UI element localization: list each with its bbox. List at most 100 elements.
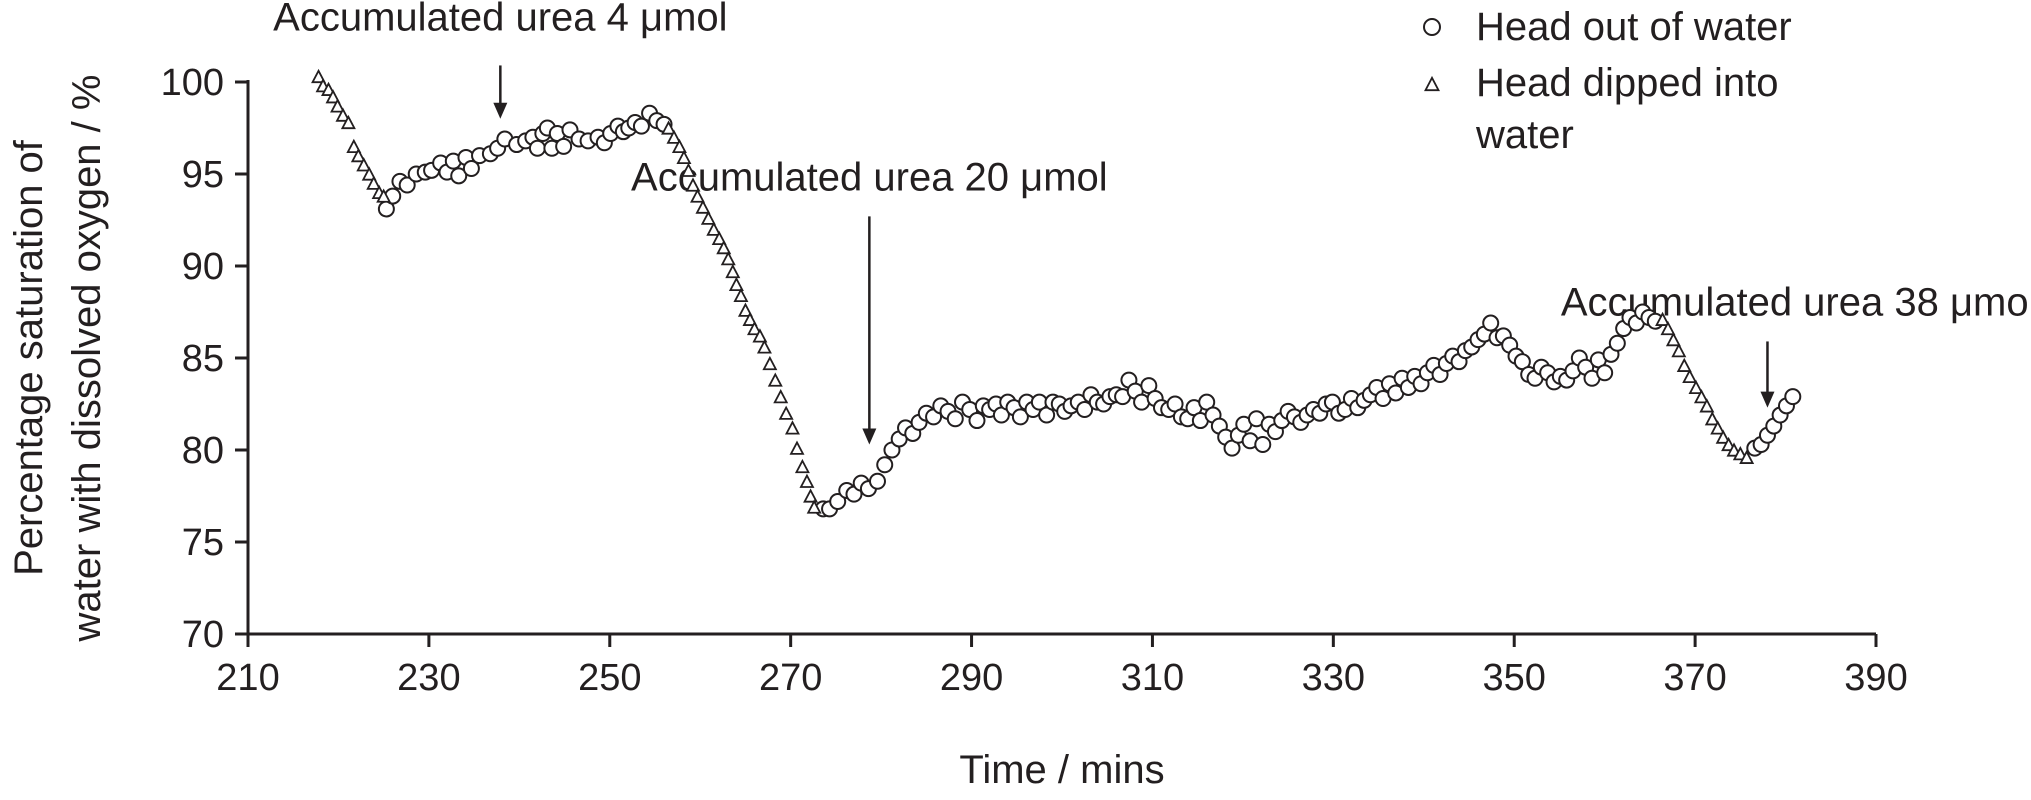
annotation-label: Accumulated urea 20 μmol (631, 156, 1108, 200)
data-point-circle (1784, 388, 1802, 406)
data-point-triangle (720, 251, 736, 266)
data-point-circle (528, 139, 546, 157)
data-point-triangle (685, 177, 701, 192)
x-tick-label: 370 (1663, 657, 1726, 699)
data-point-circle (1596, 364, 1614, 382)
data-point-triangle (789, 440, 805, 455)
data-point-triangle (1682, 368, 1698, 383)
data-point-triangle (737, 302, 753, 317)
data-point-circle (946, 410, 964, 428)
data-point-triangle (799, 473, 815, 488)
data-point-triangle (1665, 331, 1681, 347)
data-point-circle (968, 412, 986, 430)
x-tick-label: 330 (1302, 657, 1365, 699)
data-point-triangle (376, 188, 392, 203)
data-point-circle (450, 167, 468, 185)
x-tick-label: 270 (759, 657, 822, 699)
y-tick-label: 90 (182, 246, 224, 288)
x-axis-title: Time / mins (959, 748, 1164, 792)
data-point-triangle (746, 320, 762, 336)
y-tick-label: 80 (182, 430, 224, 472)
data-point-circle (1011, 408, 1029, 426)
y-tick-label: 100 (161, 62, 224, 104)
legend: Head out of water Head dipped into water (1423, 5, 1792, 157)
data-point-triangle (767, 372, 783, 387)
annotation-arrow-head (862, 428, 877, 445)
data-point-circle (1076, 401, 1094, 419)
data-point-triangle (1739, 449, 1755, 464)
data-point-triangle (762, 355, 778, 371)
data-point-triangle (794, 458, 810, 474)
legend-label: Head out of water (1476, 5, 1792, 49)
data-point-triangle (756, 339, 772, 354)
data-point-triangle (1693, 389, 1709, 404)
data-point-triangle (350, 147, 366, 163)
data-point-triangle (1688, 379, 1704, 395)
data-point-triangle (728, 276, 744, 291)
y-axis-title-line: water with dissolved oxygen / % (65, 75, 109, 643)
legend-marker-triangle (1424, 75, 1440, 92)
data-point-triangle (806, 499, 822, 514)
data-points (311, 68, 1802, 518)
data-point-triangle (340, 114, 356, 130)
y-tick-label: 75 (182, 522, 224, 564)
data-point-triangle (1710, 420, 1726, 435)
data-point-triangle (803, 488, 819, 503)
y-axis-title-line: Percentage saturation of (7, 139, 51, 576)
data-point-triangle (1699, 398, 1715, 413)
data-point-triangle (742, 311, 758, 326)
data-point-triangle (330, 98, 346, 113)
y-tick-label: 70 (182, 614, 224, 656)
data-point-circle (398, 176, 416, 194)
annotation-arrow-head (1760, 391, 1775, 408)
data-point-triangle (733, 287, 749, 303)
data-point-circle (555, 137, 573, 155)
x-tick-label: 250 (578, 657, 641, 699)
data-point-triangle (711, 230, 727, 245)
x-tick-label: 210 (216, 657, 279, 699)
data-point-triangle (361, 166, 377, 181)
data-point-circle (829, 493, 847, 511)
data-point-triangle (1676, 357, 1692, 372)
data-point-triangle (325, 89, 341, 104)
annotation-label: Accumulated urea 4 μmol (273, 0, 727, 39)
data-point-triangle (778, 405, 794, 420)
legend-label: water (1475, 113, 1574, 157)
data-point-triangle (356, 157, 372, 172)
axes: 210 230 250 270 290 310 330 350 370 390 70 75 80 85 90… (7, 62, 1908, 792)
annotation-arrow-head (493, 102, 508, 119)
x-tick-label: 230 (397, 657, 460, 699)
data-point-triangle (666, 129, 682, 144)
y-tick-label: 95 (182, 154, 224, 196)
series-head-out-of-water (377, 104, 1802, 518)
data-point-triangle (676, 149, 692, 165)
x-tick-label: 310 (1121, 657, 1184, 699)
data-point-triangle (706, 221, 722, 236)
data-point-triangle (1715, 429, 1731, 444)
y-tick-label: 85 (182, 338, 224, 380)
data-point-triangle (700, 210, 716, 225)
data-point-circle (632, 117, 650, 135)
data-point-triangle (695, 199, 711, 214)
x-tick-label: 290 (940, 657, 1003, 699)
data-point-triangle (671, 138, 687, 153)
data-point-triangle (311, 68, 327, 84)
data-point-triangle (1671, 343, 1687, 358)
data-point-circle (1608, 334, 1626, 352)
data-point-circle (462, 159, 480, 177)
data-point-triangle (661, 120, 677, 135)
data-point-triangle (773, 389, 789, 404)
data-point-triangle (1655, 311, 1671, 326)
x-tick-label: 350 (1483, 657, 1546, 699)
data-point-triangle (784, 420, 800, 435)
data-point-triangle (690, 188, 705, 203)
data-point-triangle (680, 162, 696, 177)
data-point-triangle (1704, 411, 1720, 426)
data-point-triangle (366, 175, 382, 190)
legend-marker-circle (1423, 18, 1441, 36)
data-point-circle (868, 472, 886, 490)
data-point-triangle (346, 138, 362, 153)
data-point-triangle (725, 263, 741, 279)
x-tick-label: 390 (1844, 657, 1907, 699)
